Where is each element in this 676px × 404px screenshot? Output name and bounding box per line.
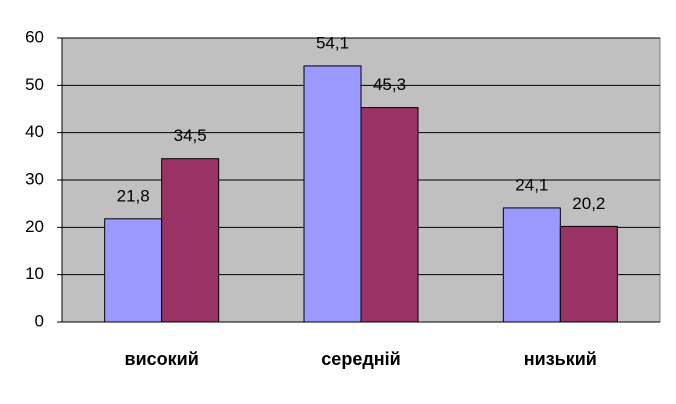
data-label: 21,8 xyxy=(117,186,150,205)
y-tick-label: 30 xyxy=(25,169,44,188)
y-tick-label: 0 xyxy=(35,311,44,330)
y-tick-label: 50 xyxy=(25,75,44,94)
y-tick-label: 10 xyxy=(25,264,44,283)
bar xyxy=(360,107,419,323)
y-tick-label: 40 xyxy=(25,122,44,141)
bar xyxy=(502,207,561,323)
data-label: 45,3 xyxy=(373,75,406,94)
x-tick-label: високий xyxy=(125,349,199,369)
data-label: 20,2 xyxy=(572,194,605,213)
data-label: 24,1 xyxy=(515,175,548,194)
bar xyxy=(303,65,362,323)
x-tick-label: низький xyxy=(524,349,597,369)
y-tick-label: 60 xyxy=(25,27,44,46)
y-tick-label: 20 xyxy=(25,217,44,236)
bar xyxy=(161,158,220,323)
data-label: 54,1 xyxy=(316,33,349,52)
bar xyxy=(104,218,163,323)
data-label: 34,5 xyxy=(174,126,207,145)
bar xyxy=(559,225,618,323)
x-tick-label: середній xyxy=(321,349,400,369)
